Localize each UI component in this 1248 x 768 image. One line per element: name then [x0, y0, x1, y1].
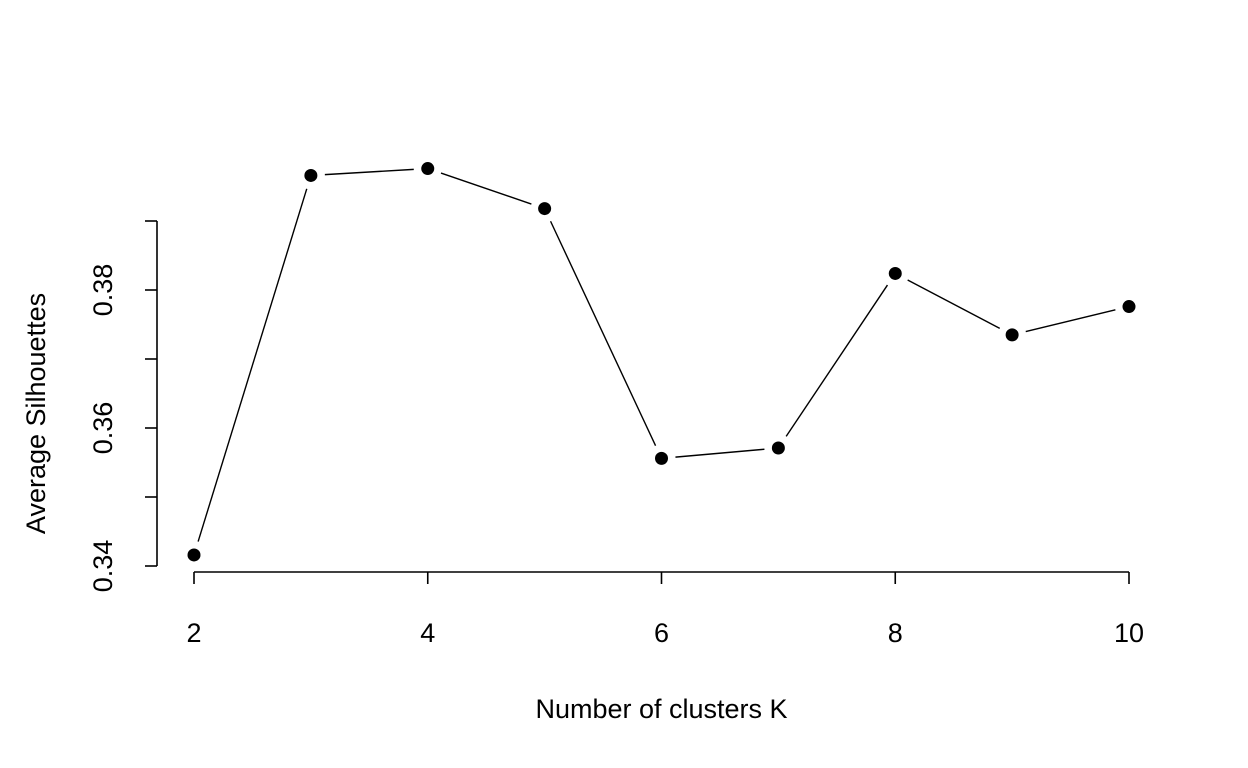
- data-point-k8: [888, 266, 902, 280]
- data-point-k6: [655, 451, 668, 465]
- data-point-k4: [421, 162, 435, 176]
- series-line-group: [187, 162, 1136, 562]
- line-segment-6-7: [675, 448, 765, 458]
- data-point-k9: [1005, 328, 1019, 342]
- y-axis: 0.34 0.36 0.38: [88, 220, 158, 593]
- line-segment-7-8: [785, 284, 889, 437]
- data-point-k3: [304, 168, 318, 182]
- y-tick-label-0.36: 0.36: [88, 402, 118, 455]
- line-segment-4-5: [440, 172, 532, 205]
- line-segment-3-4: [324, 168, 414, 176]
- line-segment-8-9: [907, 279, 1001, 329]
- x-tick-label-8: 8: [888, 618, 903, 648]
- x-tick-label-6: 6: [654, 618, 669, 648]
- x-tick-label-2: 2: [186, 618, 201, 648]
- data-point-k2: [187, 548, 201, 562]
- line-segment-5-6: [549, 220, 657, 446]
- line-segment-2-3: [197, 188, 308, 542]
- data-point-k10: [1122, 300, 1136, 314]
- data-point-k7: [771, 441, 785, 455]
- y-tick-label-0.38: 0.38: [88, 264, 118, 317]
- x-axis-title: Number of clusters K: [535, 694, 787, 724]
- y-tick-label-0.34: 0.34: [88, 540, 118, 593]
- y-axis-title: Average Silhouettes: [21, 293, 51, 534]
- x-tick-label-10: 10: [1114, 618, 1144, 648]
- line-segment-9-10: [1025, 309, 1116, 333]
- x-tick-label-4: 4: [420, 618, 435, 648]
- data-point-k5: [538, 202, 552, 216]
- x-axis: 2 4 6 8 10: [186, 571, 1144, 648]
